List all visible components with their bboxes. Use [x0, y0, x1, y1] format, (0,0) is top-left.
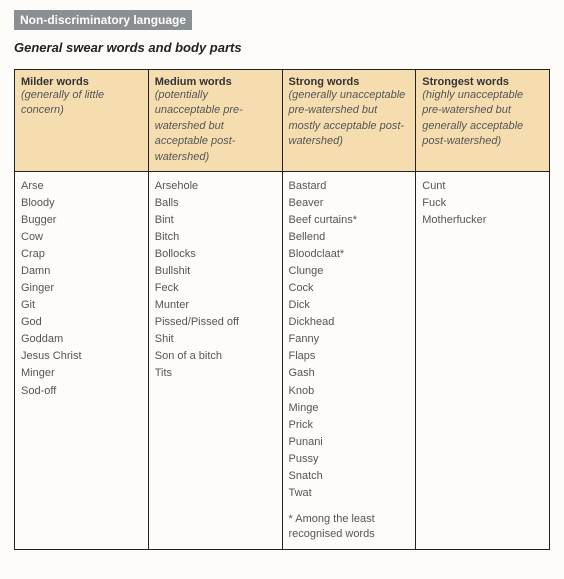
word-item: Bastard — [289, 178, 410, 195]
col-title: Medium words — [155, 76, 276, 88]
word-item: Bloodclaat* — [289, 246, 410, 263]
word-item: Prick — [289, 417, 410, 434]
word-item: Bugger — [21, 212, 142, 229]
word-item: Pissed/Pissed off — [155, 314, 276, 331]
word-item: Balls — [155, 195, 276, 212]
word-item: Minge — [289, 400, 410, 417]
word-item: Cock — [289, 280, 410, 297]
word-item: Arsehole — [155, 178, 276, 195]
col-desc: (generally of little concern) — [21, 89, 104, 116]
cell-strongest: CuntFuckMotherfucker — [416, 171, 550, 549]
word-item: Ginger — [21, 280, 142, 297]
col-desc: (generally unacceptable pre-watershed bu… — [289, 89, 406, 147]
word-item: Bint — [155, 212, 276, 229]
col-header-strongest: Strongest words (highly unacceptable pre… — [416, 70, 550, 172]
word-item: Pussy — [289, 451, 410, 468]
word-item: Dickhead — [289, 314, 410, 331]
word-item: Sod-off — [21, 383, 142, 400]
word-item: Bitch — [155, 229, 276, 246]
word-item: Minger — [21, 365, 142, 382]
word-item: God — [21, 314, 142, 331]
col-title: Milder words — [21, 76, 142, 88]
col-desc: (potentially unacceptable pre-watershed … — [155, 89, 243, 163]
word-item: Dick — [289, 297, 410, 314]
word-list-milder: ArseBloodyBuggerCowCrapDamnGingerGitGodG… — [21, 178, 142, 400]
word-item: Punani — [289, 434, 410, 451]
col-title: Strongest words — [422, 76, 543, 88]
word-item: Goddam — [21, 331, 142, 348]
word-item: Beef curtains* — [289, 212, 410, 229]
word-item: Cow — [21, 229, 142, 246]
cell-strong: BastardBeaverBeef curtains*BellendBloodc… — [282, 171, 416, 549]
col-header-medium: Medium words (potentially unacceptable p… — [148, 70, 282, 172]
footnote: * Among the least recognised words — [289, 512, 410, 543]
word-item: Knob — [289, 383, 410, 400]
word-list-strong: BastardBeaverBeef curtains*BellendBloodc… — [289, 178, 410, 502]
word-item: Clunge — [289, 263, 410, 280]
word-item: Flaps — [289, 348, 410, 365]
word-item: Twat — [289, 485, 410, 502]
word-list-strongest: CuntFuckMotherfucker — [422, 178, 543, 229]
word-item: Snatch — [289, 468, 410, 485]
subheading: General swear words and body parts — [14, 40, 550, 55]
word-item: Munter — [155, 297, 276, 314]
swear-words-table: Milder words (generally of little concer… — [14, 69, 550, 550]
word-item: Bellend — [289, 229, 410, 246]
word-item: Crap — [21, 246, 142, 263]
word-item: Gash — [289, 365, 410, 382]
word-list-medium: ArseholeBallsBintBitchBollocksBullshitFe… — [155, 178, 276, 383]
word-item: Tits — [155, 365, 276, 382]
word-item: Damn — [21, 263, 142, 280]
word-item: Bullshit — [155, 263, 276, 280]
col-header-strong: Strong words (generally unacceptable pre… — [282, 70, 416, 172]
word-item: Bloody — [21, 195, 142, 212]
word-item: Son of a bitch — [155, 348, 276, 365]
word-item: Git — [21, 297, 142, 314]
section-badge: Non-discriminatory language — [14, 10, 192, 30]
word-item: Motherfucker — [422, 212, 543, 229]
word-item: Fuck — [422, 195, 543, 212]
word-item: Beaver — [289, 195, 410, 212]
cell-milder: ArseBloodyBuggerCowCrapDamnGingerGitGodG… — [15, 171, 149, 549]
word-item: Shit — [155, 331, 276, 348]
word-item: Arse — [21, 178, 142, 195]
word-item: Jesus Christ — [21, 348, 142, 365]
cell-medium: ArseholeBallsBintBitchBollocksBullshitFe… — [148, 171, 282, 549]
col-header-milder: Milder words (generally of little concer… — [15, 70, 149, 172]
word-item: Cunt — [422, 178, 543, 195]
word-item: Bollocks — [155, 246, 276, 263]
col-title: Strong words — [289, 76, 410, 88]
col-desc: (highly unacceptable pre-watershed but g… — [422, 89, 523, 147]
word-item: Feck — [155, 280, 276, 297]
word-item: Fanny — [289, 331, 410, 348]
